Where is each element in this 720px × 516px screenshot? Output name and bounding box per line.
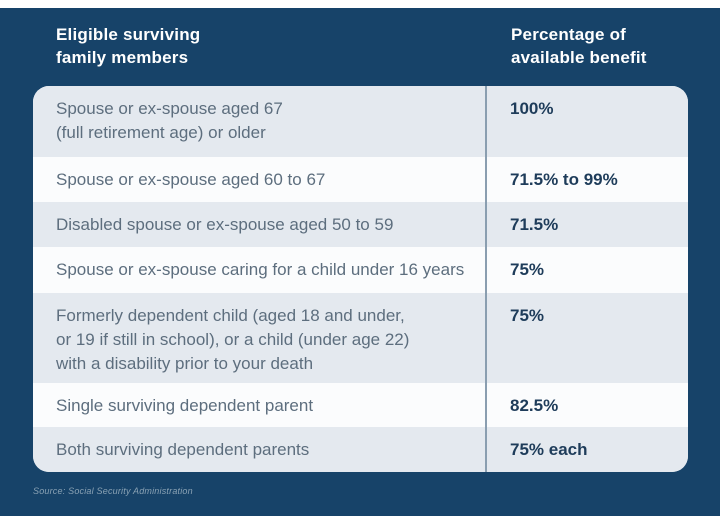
table-row: Spouse or ex-spouse caring for a child u… (33, 247, 688, 293)
column-header-members: Eligible surviving family members (56, 25, 201, 67)
table-row: Both surviving dependent parents 75% eac… (33, 427, 688, 472)
value-cell: 75% each (485, 427, 688, 472)
table-row: Spouse or ex-spouse aged 67 (full retire… (33, 86, 688, 157)
value-cell: 71.5% (485, 202, 688, 247)
member-cell: Formerly dependent child (aged 18 and un… (56, 306, 410, 373)
source-note: Source: Social Security Administration (33, 486, 193, 496)
table-row: Formerly dependent child (aged 18 and un… (33, 293, 688, 383)
member-cell: Spouse or ex-spouse aged 67 (full retire… (56, 99, 283, 142)
member-cell: Spouse or ex-spouse caring for a child u… (56, 260, 465, 279)
member-cell: Single surviving dependent parent (56, 396, 314, 415)
table-row: Spouse or ex-spouse aged 60 to 67 71.5% … (33, 157, 688, 202)
column-header-benefit: Percentage of available benefit (511, 25, 647, 67)
member-cell: Spouse or ex-spouse aged 60 to 67 (56, 170, 326, 189)
value-cell: 82.5% (485, 383, 688, 427)
value-cell: 75% (485, 293, 688, 383)
table-row: Single surviving dependent parent 82.5% (33, 383, 688, 427)
value-cell: 75% (485, 247, 688, 293)
benefits-table: Spouse or ex-spouse aged 67 (full retire… (33, 86, 688, 472)
table-row: Disabled spouse or ex-spouse aged 50 to … (33, 202, 688, 247)
member-cell: Disabled spouse or ex-spouse aged 50 to … (56, 215, 394, 234)
member-cell: Both surviving dependent parents (56, 440, 310, 459)
value-cell: 100% (485, 86, 688, 157)
top-margin-strip (0, 0, 720, 8)
value-cell: 71.5% to 99% (485, 157, 688, 202)
